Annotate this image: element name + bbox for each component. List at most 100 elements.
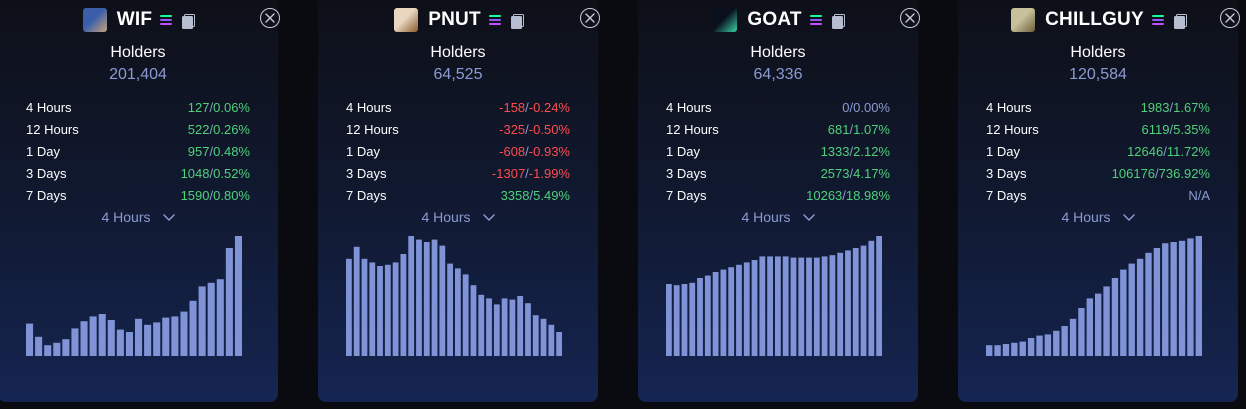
close-icon[interactable] xyxy=(260,8,280,28)
card-header: WIF xyxy=(0,6,278,34)
holders-label: Holders xyxy=(110,44,166,61)
chart-bar xyxy=(216,279,224,356)
chart-bar xyxy=(720,269,727,356)
card-header: CHILLGUY xyxy=(958,6,1238,34)
chart-bar xyxy=(790,257,797,356)
chart-bar xyxy=(53,342,61,356)
token-symbol: WIF xyxy=(116,9,153,30)
stat-separator: / xyxy=(525,143,529,159)
stat-row: 4 Hours 1983/1.67% xyxy=(986,96,1210,118)
chart-bar xyxy=(1111,278,1119,356)
chart-bar xyxy=(408,236,415,356)
period-label: 4 Hours xyxy=(101,209,151,225)
stat-row: 3 Days 106176/736.92% xyxy=(986,162,1210,184)
chart-bar xyxy=(377,266,383,356)
stat-label: 4 Hours xyxy=(346,99,392,115)
chart-bar xyxy=(431,239,438,356)
copy-icon[interactable] xyxy=(182,13,196,29)
period-dropdown[interactable]: 4 Hours xyxy=(958,209,1238,225)
chart-bar xyxy=(743,262,750,356)
chart-bar xyxy=(361,258,368,356)
chart-bar xyxy=(704,275,711,356)
holder-change-list: 4 Hours 1983/1.67% 12 Hours 6119/5.35% 1 Day… xyxy=(986,96,1210,206)
stat-pct-change: 0.52% xyxy=(213,165,250,181)
chart-bar xyxy=(189,300,197,356)
chart-bar xyxy=(837,252,844,356)
stat-pct-change: 2.12% xyxy=(853,143,890,159)
chart-bar xyxy=(994,345,1001,356)
stat-value: -608/-0.93% xyxy=(499,144,570,159)
chart-bar xyxy=(759,256,766,356)
stat-label: 12 Hours xyxy=(346,121,399,137)
stat-value: 12646/11.72% xyxy=(1127,144,1210,159)
chart-bar xyxy=(1162,243,1169,356)
stat-pct-change: 18.98% xyxy=(845,187,890,203)
stat-row: 12 Hours 522/0.26% xyxy=(26,118,250,140)
chart-bar xyxy=(782,256,789,356)
stat-abs-change: 1333 xyxy=(820,143,850,159)
stat-separator: / xyxy=(209,143,214,159)
period-dropdown[interactable]: 4 Hours xyxy=(318,209,598,225)
period-dropdown[interactable]: 4 Hours xyxy=(638,209,918,225)
chart-bar xyxy=(1019,341,1026,356)
chart-bar xyxy=(171,316,179,356)
holders-count: 64,525 xyxy=(433,66,483,83)
stat-separator: / xyxy=(842,187,846,203)
close-icon[interactable] xyxy=(580,8,600,28)
chart-bar xyxy=(532,315,539,356)
chart-bar xyxy=(207,282,215,356)
chart-bar xyxy=(26,323,34,356)
close-icon[interactable] xyxy=(900,8,920,28)
stat-pct-change: 4.17% xyxy=(853,165,890,181)
stat-separator: / xyxy=(1169,99,1174,115)
chevron-down-icon xyxy=(1111,209,1135,225)
copy-icon[interactable] xyxy=(831,13,845,29)
stat-value: 957/0.48% xyxy=(188,144,250,159)
stat-abs-change: 1590 xyxy=(180,187,210,203)
chart-bar xyxy=(852,248,859,356)
chart-bar xyxy=(728,267,735,356)
token-symbol: PNUT xyxy=(428,9,481,30)
holder-change-list: 4 Hours 0/0.00% 12 Hours 681/1.07% 1 Day 1333… xyxy=(666,96,890,206)
close-icon[interactable] xyxy=(1220,8,1240,28)
stat-value: 2573/4.17% xyxy=(821,166,890,181)
token-card: GOAT Holders 64,336 4 Hours 0/0.00% 12 Hours 6… xyxy=(638,0,920,402)
holder-change-list: 4 Hours -158/-0.24% 12 Hours -325/-0.50% 1 D… xyxy=(346,96,570,206)
period-label: 4 Hours xyxy=(741,209,791,225)
chart-bar xyxy=(1187,238,1194,356)
stat-abs-change: 1048 xyxy=(180,165,210,181)
stat-value: 106176/736.92% xyxy=(1112,166,1210,181)
stat-label: 7 Days xyxy=(346,187,387,203)
stat-separator: / xyxy=(1163,143,1167,159)
stat-label: 7 Days xyxy=(986,187,1027,203)
stat-label: 7 Days xyxy=(26,187,67,203)
period-dropdown[interactable]: 4 Hours xyxy=(0,209,278,225)
chart-bar xyxy=(353,246,360,356)
chart-bar xyxy=(486,298,492,356)
solana-icon xyxy=(809,15,822,25)
stat-separator: / xyxy=(525,165,529,181)
chart-bar xyxy=(44,345,52,356)
chart-bar xyxy=(821,256,828,356)
stat-pct-change: 5.35% xyxy=(1173,121,1210,137)
chart-bar xyxy=(470,285,477,356)
chart-bar xyxy=(1053,330,1060,356)
stat-separator: / xyxy=(525,121,529,137)
stat-pct-change: 0.00% xyxy=(853,99,890,115)
holders-count: 64,336 xyxy=(753,66,803,83)
chart-bar xyxy=(525,303,531,356)
stat-pct-change: 11.72% xyxy=(1166,143,1210,159)
stat-abs-change: -325 xyxy=(499,121,526,137)
chart-bar xyxy=(1036,335,1043,356)
chart-bar xyxy=(501,298,508,356)
chart-bar xyxy=(198,286,206,356)
stat-abs-change: 2573 xyxy=(820,165,850,181)
stat-abs-change: -158 xyxy=(499,99,526,115)
holder-change-list: 4 Hours 127/0.06% 12 Hours 522/0.26% 1 Day 95… xyxy=(26,96,250,206)
chart-bar xyxy=(1145,252,1152,356)
token-card: PNUT Holders 64,525 4 Hours -158/-0.24% 12 Ho… xyxy=(318,0,600,402)
copy-icon[interactable] xyxy=(510,13,524,29)
stat-abs-change: 6119 xyxy=(1141,121,1170,137)
chart-bar xyxy=(712,272,719,356)
copy-icon[interactable] xyxy=(1173,13,1187,29)
